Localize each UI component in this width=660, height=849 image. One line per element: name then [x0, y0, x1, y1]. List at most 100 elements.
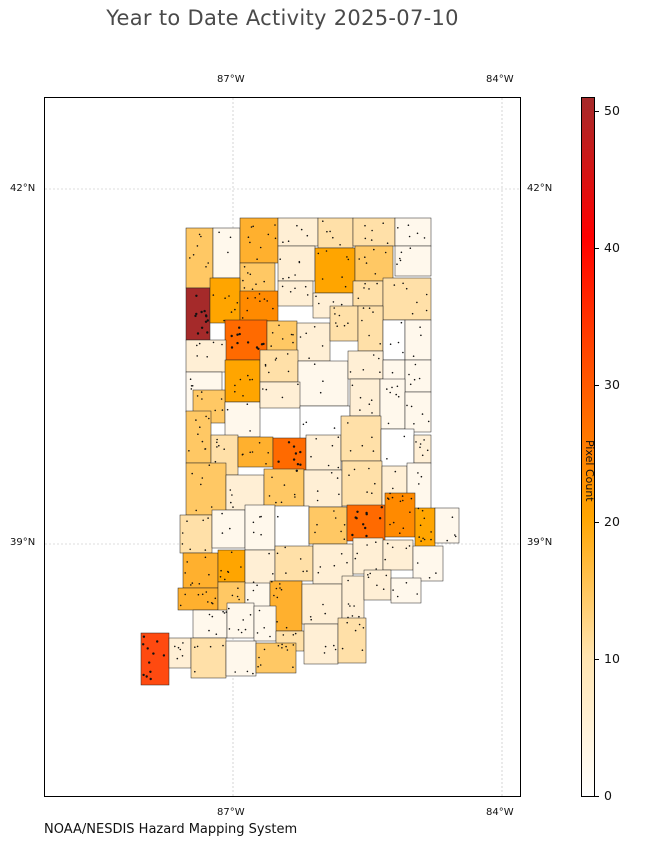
county-50 — [225, 474, 265, 511]
fire-point-384 — [208, 573, 210, 576]
fire-point-257 — [267, 452, 269, 454]
county-51 — [263, 468, 305, 508]
fire-point-495 — [361, 649, 364, 651]
county-17 — [352, 280, 384, 307]
fire-point-492 — [323, 652, 326, 654]
fire-point-156 — [362, 307, 365, 309]
fire-point-478 — [244, 628, 247, 631]
fire-point-366 — [409, 511, 411, 513]
fire-point-168 — [206, 356, 208, 358]
county-64 — [434, 507, 460, 544]
fire-point-355 — [362, 523, 365, 526]
fire-point-507 — [146, 647, 149, 650]
fire-point-325 — [204, 549, 207, 551]
fire-point-71 — [242, 279, 244, 282]
top-tick-84w: 84°W — [486, 74, 514, 85]
fire-point-333 — [221, 512, 223, 515]
fire-point-61 — [399, 257, 401, 260]
fire-point-10 — [274, 224, 276, 226]
fire-point-38 — [407, 224, 410, 226]
fire-point-39 — [408, 235, 411, 238]
fire-point-26 — [332, 236, 334, 239]
fire-point-123 — [238, 326, 241, 329]
county-85 — [303, 623, 339, 665]
fire-point-207 — [220, 398, 223, 400]
fire-point-237 — [199, 426, 201, 429]
fire-point-219 — [302, 423, 305, 426]
fire-point-187 — [274, 359, 277, 361]
fire-point-392 — [224, 578, 226, 581]
fire-point-236 — [421, 413, 424, 415]
fire-point-205 — [221, 409, 224, 411]
fire-point-101 — [289, 291, 292, 293]
fire-point-173 — [190, 388, 193, 390]
fire-point-154 — [368, 334, 370, 337]
fire-point-470 — [396, 595, 399, 598]
fire-point-181 — [264, 365, 267, 367]
fire-point-411 — [346, 561, 348, 564]
fire-point-447 — [279, 583, 281, 585]
fire-point-227 — [386, 388, 388, 390]
fire-point-304 — [336, 477, 339, 479]
fire-point-67 — [249, 273, 252, 276]
county-12 — [185, 287, 211, 341]
fire-point-226 — [371, 412, 373, 414]
fire-point-417 — [386, 542, 389, 545]
county-88 — [168, 637, 192, 669]
fire-point-96 — [254, 297, 256, 299]
fire-point-169 — [221, 343, 223, 346]
fire-point-322 — [418, 483, 420, 485]
fire-point-53 — [374, 273, 377, 275]
fire-point-530 — [292, 666, 294, 668]
fire-point-323 — [417, 507, 420, 510]
fire-point-16 — [249, 241, 251, 244]
county-33 — [404, 359, 432, 393]
fire-point-256 — [258, 442, 261, 444]
fire-point-139 — [270, 345, 272, 347]
fire-point-6 — [189, 257, 191, 259]
fire-point-457 — [358, 615, 360, 618]
fire-point-220 — [333, 427, 336, 429]
fire-point-55 — [373, 248, 375, 251]
fire-point-334 — [259, 516, 261, 518]
fire-point-4 — [196, 245, 199, 247]
county-49 — [185, 462, 227, 516]
fire-point-380 — [446, 539, 449, 542]
fire-point-239 — [204, 448, 207, 450]
fire-point-462 — [353, 605, 355, 607]
fire-point-3 — [207, 262, 209, 264]
fire-point-503 — [149, 670, 152, 673]
fire-point-230 — [389, 391, 392, 394]
fire-point-217 — [265, 388, 268, 391]
fire-point-309 — [348, 474, 350, 477]
fire-point-170 — [189, 378, 192, 381]
fire-point-348 — [378, 517, 382, 520]
fire-point-249 — [214, 460, 217, 463]
fire-point-77 — [200, 310, 203, 314]
fire-point-175 — [242, 395, 244, 397]
fire-point-498 — [341, 647, 344, 650]
fire-point-264 — [295, 469, 298, 472]
fire-point-107 — [340, 303, 343, 306]
fire-point-386 — [191, 582, 194, 584]
fire-point-142 — [308, 357, 310, 360]
fire-point-481 — [240, 631, 243, 634]
county-77 — [301, 583, 343, 625]
fire-point-210 — [196, 395, 199, 397]
fire-point-432 — [207, 601, 209, 603]
fire-point-533 — [285, 645, 287, 648]
fire-point-68 — [243, 287, 246, 289]
fire-point-379 — [451, 516, 454, 518]
county-13 — [209, 277, 241, 324]
fire-point-293 — [230, 501, 232, 504]
fire-point-240 — [201, 440, 204, 443]
fire-point-111 — [357, 297, 360, 300]
fire-point-394 — [240, 566, 242, 568]
fire-point-499 — [358, 623, 361, 626]
county-59 — [274, 505, 310, 552]
county-2 — [239, 217, 279, 264]
fire-point-476 — [208, 629, 210, 632]
fire-point-241 — [188, 450, 190, 452]
fire-point-340 — [284, 546, 286, 549]
fire-point-119 — [402, 282, 404, 285]
